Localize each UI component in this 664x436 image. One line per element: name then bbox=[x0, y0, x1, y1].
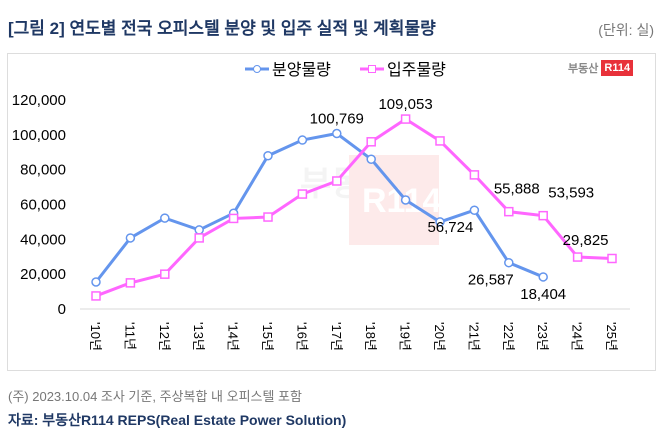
y-tick-label: 20,000 bbox=[20, 266, 66, 283]
data-point bbox=[366, 137, 376, 147]
x-tick-label: '19년 bbox=[398, 322, 413, 351]
data-point bbox=[297, 135, 308, 145]
x-tick-label: '12년 bbox=[157, 322, 172, 351]
data-point bbox=[91, 277, 101, 287]
source: 자료: 부동산R114 REPS(Real Estate Power Solut… bbox=[8, 412, 347, 428]
x-tick-label: '15년 bbox=[260, 322, 275, 351]
data-point bbox=[572, 252, 583, 262]
chart-frame bbox=[7, 53, 656, 371]
data-label: 53,593 bbox=[548, 185, 594, 202]
data-label: 109,053 bbox=[378, 96, 432, 113]
footnote: (주) 2023.10.04 조사 기준, 주상복합 내 오피스텔 포함 bbox=[8, 389, 302, 404]
x-tick-label: '23년 bbox=[535, 322, 550, 351]
data-point bbox=[435, 136, 445, 146]
x-tick-label: '16년 bbox=[294, 322, 309, 351]
x-tick-label: '14년 bbox=[226, 322, 241, 351]
x-tick-label: '11년 bbox=[122, 322, 137, 350]
x-tick-label: '10년 bbox=[88, 322, 103, 351]
data-point bbox=[263, 150, 273, 161]
data-point bbox=[125, 233, 136, 243]
x-tick-label: '21년 bbox=[466, 322, 481, 351]
brand-logo: 부동산 R114 bbox=[568, 60, 634, 76]
data-point bbox=[366, 154, 376, 164]
data-point bbox=[263, 212, 273, 222]
data-point bbox=[538, 272, 548, 282]
y-tick-label: 120,000 bbox=[12, 92, 66, 109]
x-tick-label: '20년 bbox=[432, 322, 447, 351]
data-point bbox=[435, 217, 445, 227]
data-point bbox=[504, 206, 514, 217]
series-line-0 bbox=[94, 131, 544, 283]
data-point bbox=[469, 205, 480, 215]
data-point bbox=[160, 213, 170, 223]
logo-badge: R114 bbox=[601, 60, 634, 76]
data-point bbox=[469, 170, 480, 180]
data-point bbox=[160, 269, 170, 279]
data-point bbox=[297, 189, 308, 199]
data-point bbox=[194, 233, 204, 243]
unit-label: (단위: 실) bbox=[598, 22, 654, 38]
y-tick-label: 40,000 bbox=[20, 231, 66, 248]
data-label: 100,769 bbox=[310, 110, 364, 127]
legend-label: 분양물량 bbox=[272, 61, 331, 79]
series-line-1 bbox=[95, 117, 613, 298]
x-tick-label: '13년 bbox=[191, 322, 206, 351]
y-tick-label: 100,000 bbox=[12, 127, 66, 144]
legend-marker bbox=[368, 65, 376, 73]
y-tick-label: 0 bbox=[58, 301, 66, 318]
x-tick-label: '25년 bbox=[604, 322, 619, 351]
data-point bbox=[538, 210, 548, 221]
data-point bbox=[400, 114, 411, 124]
x-tick-label: '18년 bbox=[363, 322, 378, 351]
data-point bbox=[228, 213, 239, 224]
data-point bbox=[504, 257, 514, 268]
data-point bbox=[125, 278, 136, 288]
logo-text: 부동산 bbox=[568, 63, 599, 75]
x-tick-label: '22년 bbox=[501, 322, 516, 351]
data-point bbox=[332, 176, 342, 186]
legend-label: 입주물량 bbox=[387, 61, 446, 79]
data-label: 56,724 bbox=[427, 219, 473, 236]
data-point bbox=[332, 128, 342, 139]
y-tick-label: 60,000 bbox=[20, 197, 66, 214]
x-tick-label: '24년 bbox=[570, 322, 585, 351]
data-label: 29,825 bbox=[563, 232, 609, 249]
data-label: 26,587 bbox=[468, 272, 514, 289]
chart-title: [그림 2] 연도별 전국 오피스텔 분양 및 입주 실적 및 계획물량 bbox=[8, 19, 436, 38]
data-point bbox=[400, 195, 411, 205]
data-point bbox=[91, 291, 101, 301]
x-tick-label: '17년 bbox=[329, 322, 344, 351]
legend-marker bbox=[253, 65, 261, 73]
watermark-box bbox=[349, 155, 439, 245]
data-label: 55,888 bbox=[494, 181, 540, 198]
data-point bbox=[194, 225, 204, 235]
y-tick-label: 80,000 bbox=[20, 162, 66, 179]
data-label: 18,404 bbox=[520, 286, 566, 303]
data-point bbox=[607, 253, 617, 264]
